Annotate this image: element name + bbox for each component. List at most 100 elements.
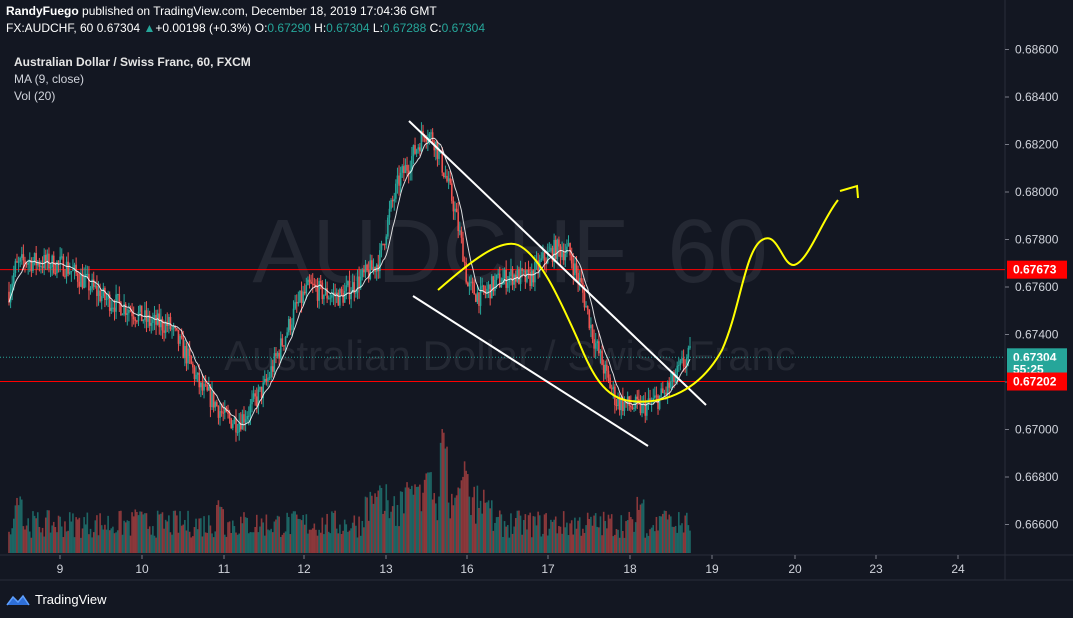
candle-body [40,266,42,268]
volume-bar [222,509,225,553]
candle-body [160,318,162,328]
candle-body [16,261,18,263]
volume-bar [315,529,317,553]
candle-body [487,284,490,289]
volume-bar [41,527,44,553]
candle-body [665,392,667,395]
channel-lower-trendline[interactable] [412,295,649,447]
volume-bar [209,525,212,553]
candle-body [192,363,194,368]
candle-body [660,388,663,396]
candle-body [511,268,514,285]
volume-bar [92,532,95,553]
candle-body [171,328,173,330]
volume-bar [110,528,113,553]
candle-body [230,418,233,429]
volume-bar [216,504,218,553]
volume-bar [665,510,667,553]
channel-upper-trendline[interactable] [408,120,707,406]
candle-body [396,175,399,184]
candle-body [22,254,25,261]
volume-bar [356,537,359,553]
volume-bar [366,497,368,553]
volume-bar [586,512,589,553]
volume-bar [49,532,52,553]
time-axis[interactable]: 9 10 11 12 13 16 17 18 19 20 23 24 [57,555,965,576]
volume-bar [686,512,688,553]
volume-bar [435,503,437,553]
volume-bar [112,526,114,553]
candle-body [478,292,480,306]
volume-bar [255,514,258,553]
author-name[interactable]: RandyFuego [6,4,79,18]
candle-body [27,262,29,265]
candle-body [454,208,456,212]
volume-bar [658,516,661,553]
candle-body [407,170,410,174]
candle-body [391,200,394,202]
volume-bar [470,515,472,553]
candle-body [594,343,597,349]
candle-body [206,384,209,391]
legend-vol[interactable]: Vol (20) [14,89,56,103]
volume-bar [532,516,535,553]
volume-bar [124,522,127,553]
volume-bar [107,515,109,553]
candle-body [516,269,519,282]
volume-bar [259,526,261,553]
volume-bar [91,537,93,553]
volume-bar [407,487,410,553]
volume-bar [139,511,141,553]
candle-body [148,315,151,326]
legend-ma[interactable]: MA (9, close) [14,72,85,86]
volume-bar [182,524,185,553]
projection-curve[interactable] [437,199,839,403]
volume-bar [562,511,565,553]
candle-body [67,261,69,274]
volume-bar [294,511,296,553]
candle-body [247,415,250,417]
volume-bar [311,528,314,553]
volume-bar [449,518,452,553]
candle-body [126,313,129,315]
candle-body [43,255,45,269]
user-drawings[interactable] [408,120,859,447]
candle-body [176,328,178,330]
close-value: 0.67304 [441,21,486,35]
volume-bar [297,518,300,553]
volume-bar [355,525,357,553]
volume-bar [412,494,415,553]
price-axis[interactable]: 0.68600 0.68400 0.68200 0.68000 0.67800 0.676… [1005,43,1059,532]
volume-bar [263,535,266,553]
volume-bar [19,496,21,553]
candle-body [310,281,312,284]
candle-body [473,283,475,295]
x-tick-label: 24 [951,562,965,576]
volume-bar [291,513,293,553]
projection-arrowhead[interactable] [839,184,859,199]
volume-bar [358,516,360,553]
candle-body [161,318,164,331]
candle-body [180,335,183,338]
candle-body [623,401,626,411]
candle-body [243,414,245,423]
candle-body [371,260,373,270]
candle-body [425,138,428,142]
candle-body [476,292,479,302]
candle-body [428,133,431,141]
volume-bar [278,516,280,553]
candle-body [104,287,106,301]
candle-body [588,309,591,329]
candle-body [406,164,408,171]
volume-bar [206,532,209,553]
candle-body [502,278,504,285]
legend-title[interactable]: Australian Dollar / Swiss Franc, 60, FXC… [14,55,251,69]
volume-bar [43,536,45,553]
volume-bar [646,533,648,553]
volume-bar [323,534,325,553]
tradingview-footer[interactable]: TradingView [6,592,107,607]
volume-bar [451,493,453,553]
candle-body [91,279,93,289]
chart-legend: Australian Dollar / Swiss Franc, 60, FXC… [14,54,251,105]
